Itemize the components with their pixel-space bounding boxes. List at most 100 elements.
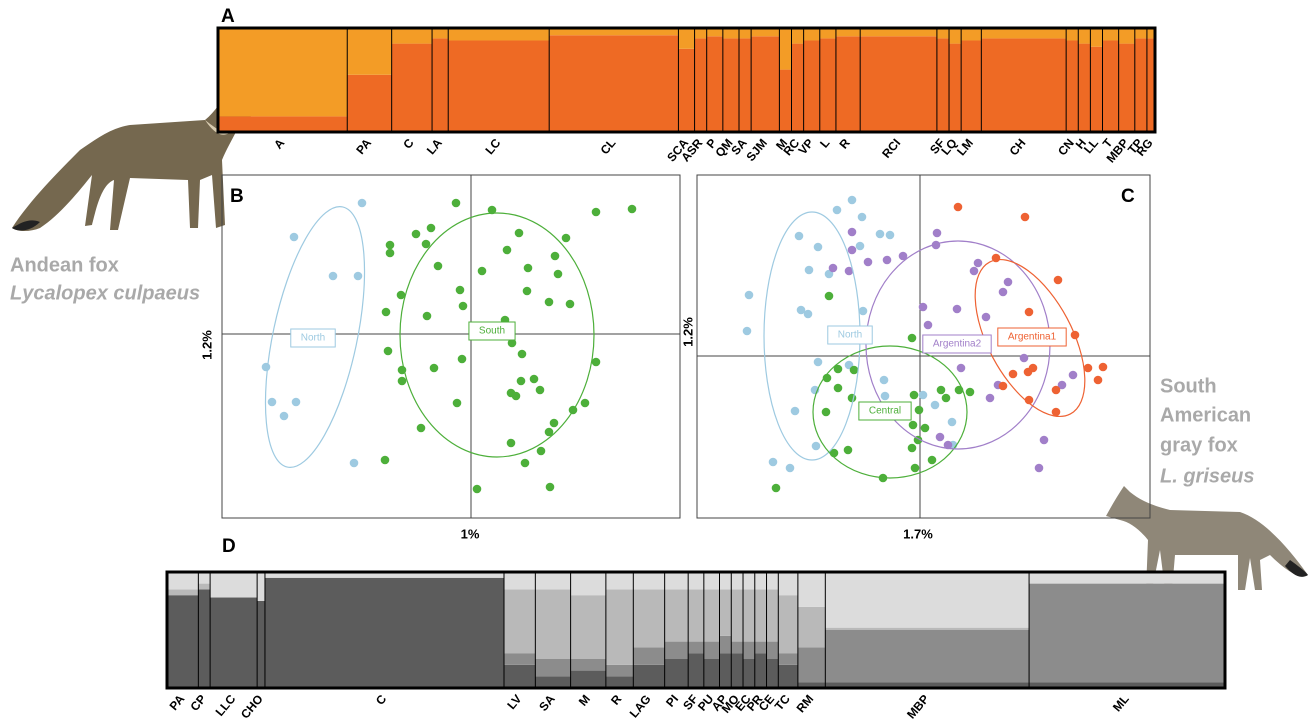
- point: [291, 397, 301, 407]
- ancestry-bar: [743, 589, 755, 642]
- population-label: PI: [663, 692, 681, 710]
- point: [426, 223, 436, 233]
- ancestry-bar: [825, 682, 1030, 688]
- fox-body: [1106, 486, 1308, 590]
- point: [790, 406, 800, 416]
- plot-frame: [165, 570, 1227, 690]
- ancestry-bar: [703, 589, 720, 642]
- point: [429, 363, 439, 373]
- ancestry-bar: [448, 40, 550, 133]
- point: [768, 457, 778, 467]
- ancestry-bar: [688, 641, 704, 654]
- point: [511, 391, 521, 401]
- population-label: SA: [536, 692, 558, 714]
- ancestry-bar: [1078, 28, 1091, 44]
- ancestry-bar: [391, 28, 433, 44]
- ancestry-bar: [743, 659, 755, 688]
- gray-fox-illustration: [1106, 486, 1308, 590]
- group-ellipse: [264, 206, 366, 468]
- species-scientific-name: L. griseus: [1160, 465, 1254, 487]
- ancestry-bar: [703, 641, 720, 659]
- ancestry-bar: [719, 635, 732, 654]
- ancestry-bar: [535, 589, 571, 659]
- point: [416, 423, 426, 433]
- point: [843, 445, 853, 455]
- ancestry-bar: [1029, 572, 1225, 584]
- point: [954, 385, 964, 395]
- ancestry-bar: [664, 659, 689, 688]
- ancestry-bar: [860, 28, 937, 37]
- ancestry-bar: [678, 28, 695, 49]
- point: [349, 458, 359, 468]
- point: [261, 362, 271, 372]
- point: [502, 245, 512, 255]
- point: [771, 483, 781, 493]
- ancestry-bar: [1029, 682, 1225, 688]
- point: [965, 387, 975, 397]
- ancestry-bar: [633, 589, 665, 648]
- point: [855, 241, 865, 251]
- fox-throat: [205, 120, 250, 135]
- point: [545, 482, 555, 492]
- ancestry-bar: [605, 664, 634, 677]
- point: [536, 446, 546, 456]
- point: [956, 363, 966, 373]
- ancestry-bar: [703, 572, 720, 590]
- ancestry-bar: [264, 572, 504, 578]
- population-label: CH: [1007, 136, 1029, 158]
- population-label: C: [373, 692, 390, 708]
- point: [1057, 380, 1067, 390]
- population-label: CL: [598, 136, 619, 157]
- point: [742, 326, 752, 336]
- ancestry-bar: [694, 28, 707, 39]
- point: [517, 349, 527, 359]
- ancestry-bar: [503, 572, 536, 590]
- population-label: R: [836, 136, 853, 152]
- point: [863, 257, 873, 267]
- point: [1028, 363, 1038, 373]
- ancestry-bar: [1102, 40, 1119, 133]
- point: [796, 305, 806, 315]
- point: [908, 420, 918, 430]
- point: [973, 258, 983, 268]
- point: [985, 393, 995, 403]
- point: [328, 271, 338, 281]
- point: [930, 400, 940, 410]
- ancestry-bar: [1066, 40, 1079, 133]
- ancestry-bar: [779, 28, 792, 70]
- ancestry-bar: [751, 36, 780, 132]
- ancestry-bar: [706, 28, 723, 37]
- point: [923, 320, 933, 330]
- group-label-box: [290, 328, 336, 348]
- point: [844, 266, 854, 276]
- point: [1098, 362, 1108, 372]
- group-label-box: [858, 401, 912, 421]
- point: [472, 484, 482, 494]
- ancestry-bar: [703, 659, 720, 688]
- point: [477, 266, 487, 276]
- ancestry-bar: [432, 28, 449, 39]
- population-label: LL: [1081, 136, 1101, 156]
- ancestry-bar: [825, 572, 1030, 628]
- point: [879, 375, 889, 385]
- point: [1053, 275, 1063, 285]
- ancestry-bar: [1146, 38, 1155, 132]
- ancestry-bar: [949, 28, 962, 44]
- ancestry-bar: [751, 28, 780, 37]
- ancestry-bar: [167, 595, 199, 688]
- population-label: VP: [795, 136, 816, 157]
- point: [941, 393, 951, 403]
- point: [998, 381, 1008, 391]
- point: [396, 290, 406, 300]
- point: [847, 227, 857, 237]
- plot-frame: [216, 26, 1157, 134]
- group-ellipse: [974, 258, 1086, 418]
- point: [794, 231, 804, 241]
- point: [381, 307, 391, 317]
- group-label-box: [468, 321, 516, 341]
- ancestry-bar: [1090, 46, 1103, 132]
- ancestry-bar: [210, 572, 258, 598]
- point: [936, 385, 946, 395]
- population-label: MBP: [904, 692, 932, 721]
